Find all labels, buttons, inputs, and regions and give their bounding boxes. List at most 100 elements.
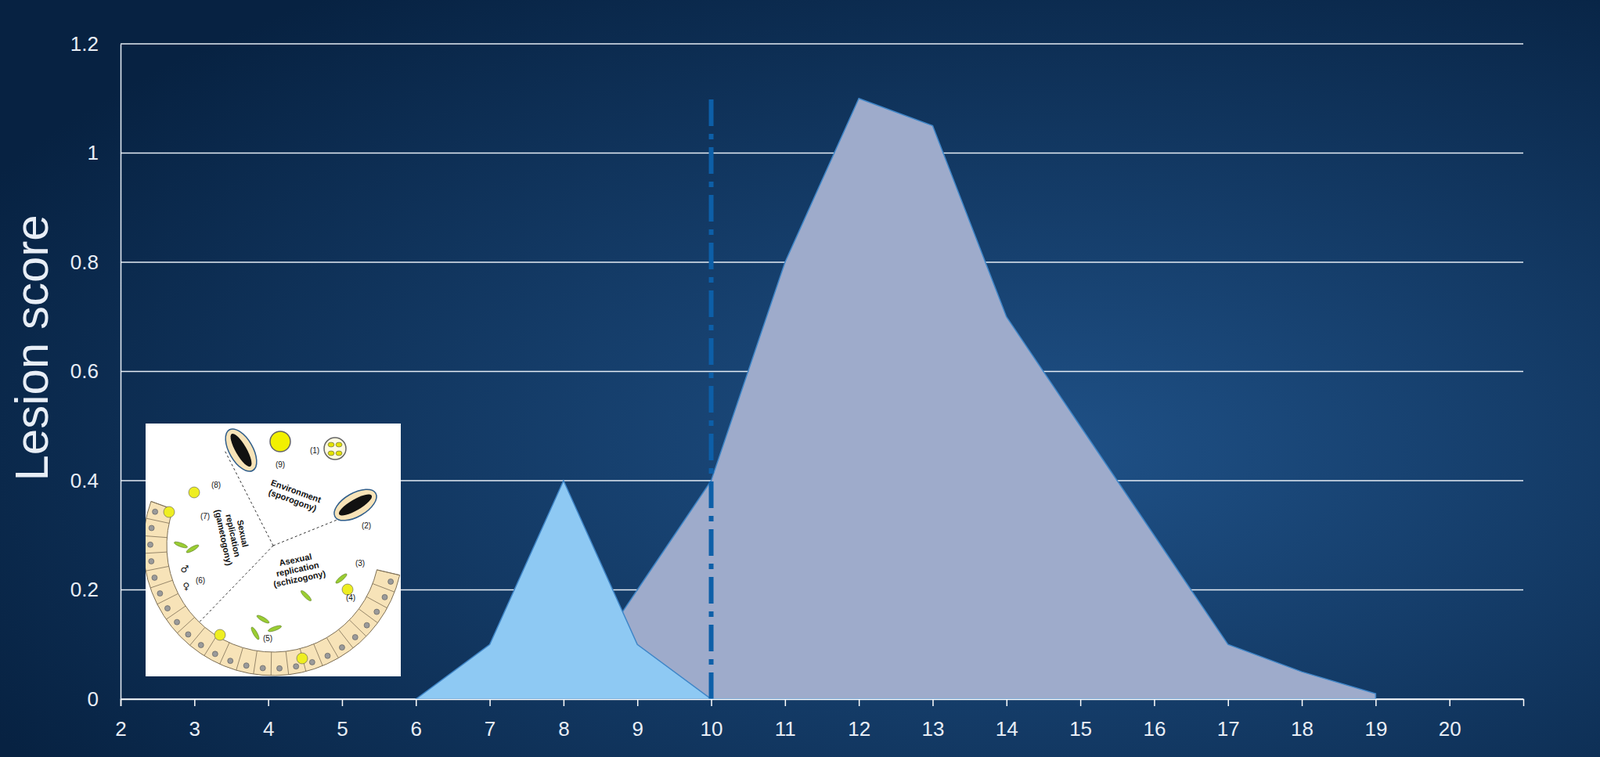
y-tick: 0.4 xyxy=(70,468,121,493)
x-tick: 19 xyxy=(1364,699,1388,741)
merozoite xyxy=(255,613,271,624)
nucleus xyxy=(363,622,370,628)
x-tick: 2 xyxy=(115,699,127,741)
x-tick: 12 xyxy=(847,699,871,741)
x-tick-label: 14 xyxy=(995,717,1019,741)
stage-label: (4) xyxy=(345,593,356,602)
x-tick: 14 xyxy=(995,699,1019,741)
sporocyst xyxy=(327,450,335,456)
cell-wall xyxy=(146,518,170,523)
nucleus xyxy=(227,658,234,664)
x-tick: 5 xyxy=(336,699,348,741)
inset: (1)(2)(3)(4)(5)(6)(7)(8)(9)♂♀Environment… xyxy=(143,423,401,677)
x-tick-label: 10 xyxy=(700,717,724,741)
x-tick-mark xyxy=(637,699,639,707)
sex-symbol: ♂ xyxy=(180,563,190,575)
x-tick-label: 16 xyxy=(1142,717,1166,741)
y-tick-label: 0.4 xyxy=(70,468,99,493)
x-tick: 3 xyxy=(189,699,201,741)
x-tick: 9 xyxy=(631,699,643,741)
x-tick-label: 13 xyxy=(922,717,945,741)
nucleus xyxy=(164,605,170,612)
x-tick: 11 xyxy=(774,699,797,741)
series-area xyxy=(415,480,711,700)
merozoite xyxy=(173,540,189,550)
x-tick-mark xyxy=(858,699,861,707)
x-tick-label: 8 xyxy=(558,717,570,741)
nucleus xyxy=(198,642,204,649)
y-tick: 0.8 xyxy=(70,250,121,274)
cell-wall xyxy=(366,596,387,608)
x-tick: 18 xyxy=(1290,699,1314,741)
chart-root: 23456789101112131415161718192000.20.40.6… xyxy=(0,0,1600,757)
cell-wall xyxy=(145,551,167,554)
cell-wall xyxy=(349,619,366,637)
y-tick-label: 0.6 xyxy=(70,359,99,383)
nucleus xyxy=(352,634,358,640)
sporulated-oocyst xyxy=(324,437,346,460)
x-tick-label: 5 xyxy=(336,717,348,741)
nucleus xyxy=(259,665,266,671)
nucleus xyxy=(338,645,345,651)
sporocyst xyxy=(335,442,343,447)
stage-label: (8) xyxy=(211,480,221,490)
x-tick-label: 11 xyxy=(774,717,797,741)
x-tick: 10 xyxy=(700,699,724,741)
nucleus xyxy=(277,665,283,671)
y-tick-label: 1.2 xyxy=(70,32,99,56)
nucleus xyxy=(324,652,331,659)
y-tick: 1.2 xyxy=(70,32,121,56)
cell-wall xyxy=(145,535,167,537)
series-area xyxy=(563,98,1376,700)
sector-divider xyxy=(199,545,274,623)
nucleus xyxy=(388,578,394,584)
x-tick-label: 17 xyxy=(1217,717,1240,741)
grid xyxy=(120,43,1524,700)
x-tick: 13 xyxy=(922,699,945,741)
cell-wall xyxy=(204,635,217,656)
oocyst xyxy=(219,424,264,477)
x-tick-mark xyxy=(785,699,787,707)
x-tick-mark xyxy=(120,699,123,707)
x-tick-label: 15 xyxy=(1069,717,1092,741)
stage-label: (2) xyxy=(361,521,372,530)
x-tick-mark xyxy=(194,699,196,707)
x-tick-label: 9 xyxy=(631,717,643,741)
x-tick: 17 xyxy=(1217,699,1240,741)
grid-line xyxy=(120,152,1524,155)
nucleus xyxy=(243,663,249,669)
sector-label: Environment(sporogony) xyxy=(266,477,323,514)
x-tick-mark xyxy=(415,699,418,707)
y-tick: 0 xyxy=(87,687,121,711)
merozoite xyxy=(334,572,348,584)
nucleus xyxy=(152,508,159,515)
x-axis: 234567891011121314151617181920 xyxy=(115,699,1524,741)
y-tick-label: 0.8 xyxy=(70,250,99,274)
merozoite xyxy=(185,543,200,554)
x-tick-label: 19 xyxy=(1364,717,1388,741)
y-tick-label: 1 xyxy=(87,140,99,165)
nucleus xyxy=(174,619,181,625)
stage-label: (3) xyxy=(355,558,365,568)
y-axis-title: Lesion score xyxy=(5,214,58,481)
nucleus xyxy=(309,659,315,665)
stage-label: (1) xyxy=(309,446,320,455)
x-tick: 15 xyxy=(1069,699,1092,741)
x-tick-label: 18 xyxy=(1290,717,1314,741)
x-tick-label: 7 xyxy=(484,717,496,741)
sector-label-line: (gametogony) xyxy=(212,508,235,567)
x-tick-mark xyxy=(1080,699,1082,707)
x-tick-mark xyxy=(710,699,713,707)
plot-area xyxy=(415,98,1376,700)
x-tick-label: 3 xyxy=(189,717,201,741)
cell-wall xyxy=(236,647,244,671)
x-tick-mark xyxy=(1006,699,1009,707)
cell-wall xyxy=(176,617,195,634)
y-tick: 0.6 xyxy=(70,359,121,383)
x-tick: 20 xyxy=(1438,699,1462,741)
x-axis-line xyxy=(121,699,1525,707)
cell-wall xyxy=(358,609,378,624)
sector-label-line: (schizogony) xyxy=(272,568,327,589)
y-axis: 00.20.40.60.811.2 xyxy=(70,32,122,711)
parasite-stage xyxy=(188,486,200,498)
